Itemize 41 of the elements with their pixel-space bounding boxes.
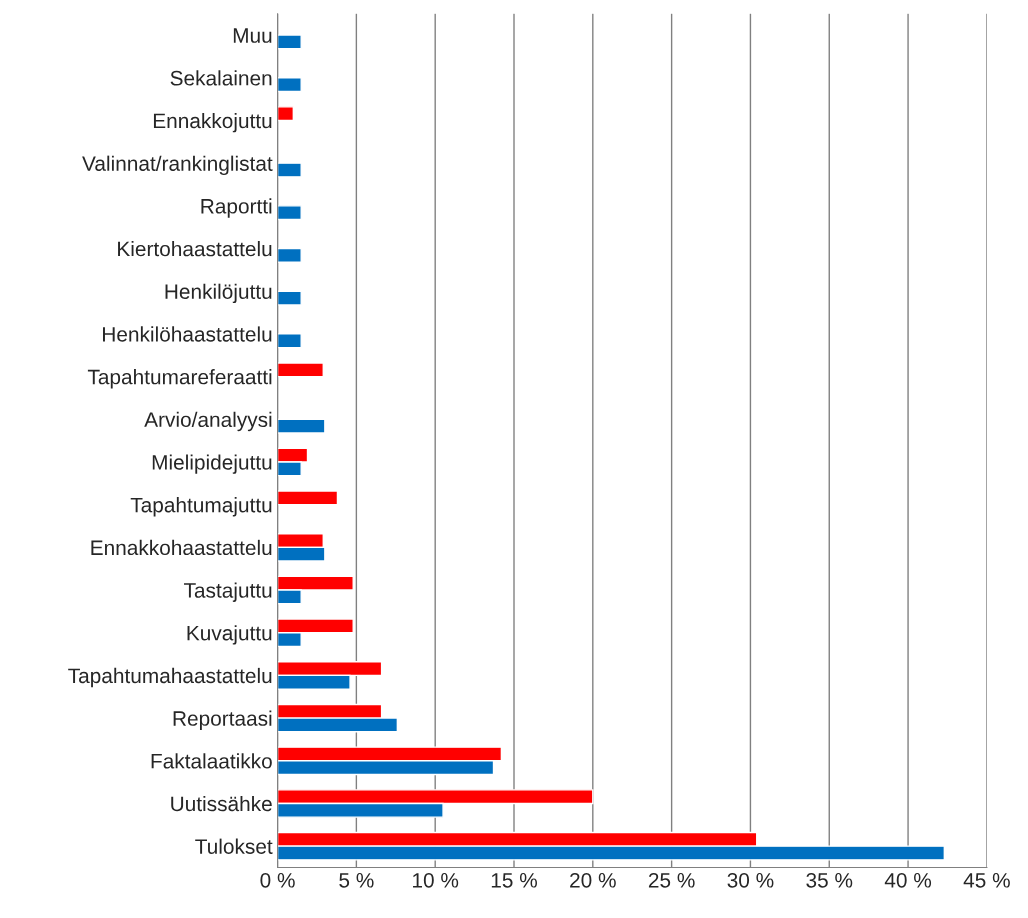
y-tick-label: Arvio/analyysi xyxy=(144,411,272,432)
y-tick-label: Tapahtumajuttu xyxy=(130,497,272,517)
y-tick-label: Raportti xyxy=(201,198,272,218)
bar xyxy=(277,247,302,263)
bar xyxy=(277,34,302,50)
y-tick-label: Tastajuttu xyxy=(184,582,272,602)
x-tick-label: 25 % xyxy=(648,872,695,888)
x-tick-label: 0 % xyxy=(260,872,295,888)
y-tick-label: Faktalaatikko xyxy=(151,753,272,769)
x-tick-label: 45 % xyxy=(963,873,1010,888)
y-tick-label: Kuvajuttu xyxy=(187,625,272,645)
bar xyxy=(277,490,339,506)
bar xyxy=(277,333,302,349)
x-tick-label: 35 % xyxy=(806,872,853,888)
y-tick-label: Ennakkohaastattelu xyxy=(91,539,272,556)
bar xyxy=(277,77,302,93)
bar xyxy=(277,205,302,221)
bar xyxy=(277,362,324,378)
y-tick-label: Henkilöjuttu xyxy=(165,283,272,304)
x-tick-label: 10 % xyxy=(413,872,459,888)
y-tick-label: Tulokset xyxy=(195,838,273,854)
y-tick-label: Tapahtumareferaatti xyxy=(87,369,272,389)
y-tick-label: Henkilöhaastattelu xyxy=(103,326,272,342)
y-tick-label: Reportaasi xyxy=(173,710,272,730)
y-tick-label: Tapahtumahaastattelu xyxy=(68,667,272,688)
y-tick-label: Sekalainen xyxy=(170,70,272,86)
bar xyxy=(277,418,326,434)
bar xyxy=(277,290,302,306)
y-tick-label: Mielipidejuttu xyxy=(152,454,272,474)
x-tick-label: 30 % xyxy=(727,872,774,888)
y-tick-label: Kiertohaastattelu xyxy=(118,241,272,257)
x-tick-label: 20 % xyxy=(570,872,616,888)
y-tick-label: Uutissähke xyxy=(171,795,272,812)
bar xyxy=(277,106,295,122)
y-tick-label: Muu xyxy=(233,28,272,43)
x-tick-label: 5 % xyxy=(339,873,374,888)
y-tick-label: Ennakkojuttu xyxy=(153,112,272,133)
y-tick-label: Valinnat/rankinglistat xyxy=(82,155,273,176)
x-tick-label: 15 % xyxy=(491,873,537,888)
x-tick-label: 40 % xyxy=(884,872,932,888)
bar xyxy=(277,162,302,178)
